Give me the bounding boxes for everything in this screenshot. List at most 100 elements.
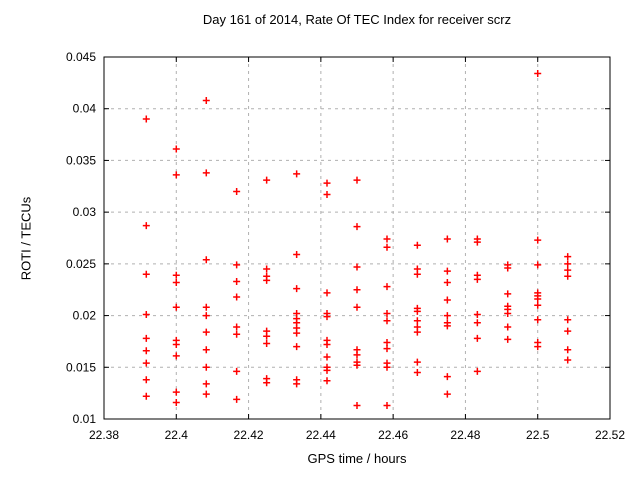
data-point xyxy=(413,241,421,249)
y-tick-label: 0.015 xyxy=(66,360,96,374)
data-point xyxy=(564,346,572,354)
data-point xyxy=(323,191,331,199)
data-point xyxy=(564,327,572,335)
data-point xyxy=(293,285,301,293)
data-point xyxy=(172,388,180,396)
data-point xyxy=(564,272,572,280)
data-point xyxy=(142,376,150,384)
data-point xyxy=(233,395,241,403)
data-point xyxy=(504,290,512,298)
chart-title: Day 161 of 2014, Rate Of TEC Index for r… xyxy=(202,12,512,27)
data-point xyxy=(202,390,210,398)
data-point xyxy=(233,187,241,195)
data-point xyxy=(323,377,331,385)
data-point xyxy=(413,317,421,325)
data-point xyxy=(534,343,542,351)
data-point xyxy=(202,169,210,177)
data-point xyxy=(413,368,421,376)
data-point xyxy=(443,373,451,381)
data-point xyxy=(504,335,512,343)
data-point xyxy=(473,319,481,327)
data-point xyxy=(564,356,572,364)
data-point xyxy=(534,295,542,303)
data-point xyxy=(473,334,481,342)
x-tick-label: 22.48 xyxy=(450,428,480,442)
data-point xyxy=(353,361,361,369)
data-point xyxy=(233,277,241,285)
y-tick-label: 0.01 xyxy=(73,412,97,426)
data-point xyxy=(443,235,451,243)
data-point xyxy=(233,330,241,338)
data-point xyxy=(564,260,572,268)
data-point xyxy=(172,352,180,360)
data-point xyxy=(142,392,150,400)
x-tick-label: 22.38 xyxy=(89,428,119,442)
x-tick-label: 22.42 xyxy=(234,428,264,442)
data-point xyxy=(413,358,421,366)
data-point xyxy=(202,96,210,104)
data-point xyxy=(534,316,542,324)
data-point xyxy=(383,243,391,251)
data-point xyxy=(172,171,180,179)
data-point xyxy=(473,367,481,375)
y-tick-label: 0.045 xyxy=(66,50,96,64)
data-point xyxy=(142,115,150,123)
data-point xyxy=(142,334,150,342)
data-point xyxy=(504,264,512,272)
data-point xyxy=(353,351,361,359)
data-point xyxy=(263,332,271,340)
data-point xyxy=(443,312,451,320)
y-tick-label: 0.035 xyxy=(66,153,96,167)
data-point xyxy=(293,170,301,178)
data-point xyxy=(323,179,331,187)
data-point xyxy=(353,176,361,184)
data-point xyxy=(353,263,361,271)
y-tick-label: 0.02 xyxy=(73,309,97,323)
data-point xyxy=(443,267,451,275)
data-point xyxy=(383,402,391,410)
data-point xyxy=(534,70,542,78)
data-point xyxy=(353,286,361,294)
data-point xyxy=(383,317,391,325)
data-point xyxy=(323,313,331,321)
x-tick-label: 22.5 xyxy=(526,428,550,442)
y-tick-label: 0.03 xyxy=(73,205,97,219)
data-point xyxy=(323,341,331,349)
data-point xyxy=(202,380,210,388)
x-tick-label: 22.46 xyxy=(378,428,408,442)
data-point xyxy=(263,276,271,284)
data-point xyxy=(202,346,210,354)
data-point xyxy=(172,278,180,286)
data-point xyxy=(473,275,481,283)
data-point xyxy=(263,176,271,184)
data-point xyxy=(383,283,391,291)
data-point xyxy=(413,328,421,336)
data-point xyxy=(413,270,421,278)
data-point xyxy=(293,380,301,388)
data-point xyxy=(443,296,451,304)
y-tick-label: 0.025 xyxy=(66,257,96,271)
data-point xyxy=(534,301,542,309)
data-point xyxy=(353,223,361,231)
plot-border xyxy=(103,56,611,420)
data-point xyxy=(263,379,271,387)
data-point xyxy=(564,266,572,274)
x-tick-label: 22.4 xyxy=(165,428,189,442)
y-tick-label: 0.04 xyxy=(73,102,97,116)
data-point xyxy=(323,353,331,361)
data-point xyxy=(534,261,542,269)
data-point xyxy=(202,328,210,336)
data-point xyxy=(202,363,210,371)
data-point xyxy=(383,338,391,346)
data-point xyxy=(233,293,241,301)
data-point xyxy=(202,303,210,311)
data-point xyxy=(233,261,241,269)
data-point xyxy=(172,271,180,279)
data-point xyxy=(473,238,481,246)
data-point xyxy=(263,339,271,347)
data-point xyxy=(443,278,451,286)
data-point xyxy=(323,366,331,374)
x-axis-label: GPS time / hours xyxy=(307,451,407,466)
